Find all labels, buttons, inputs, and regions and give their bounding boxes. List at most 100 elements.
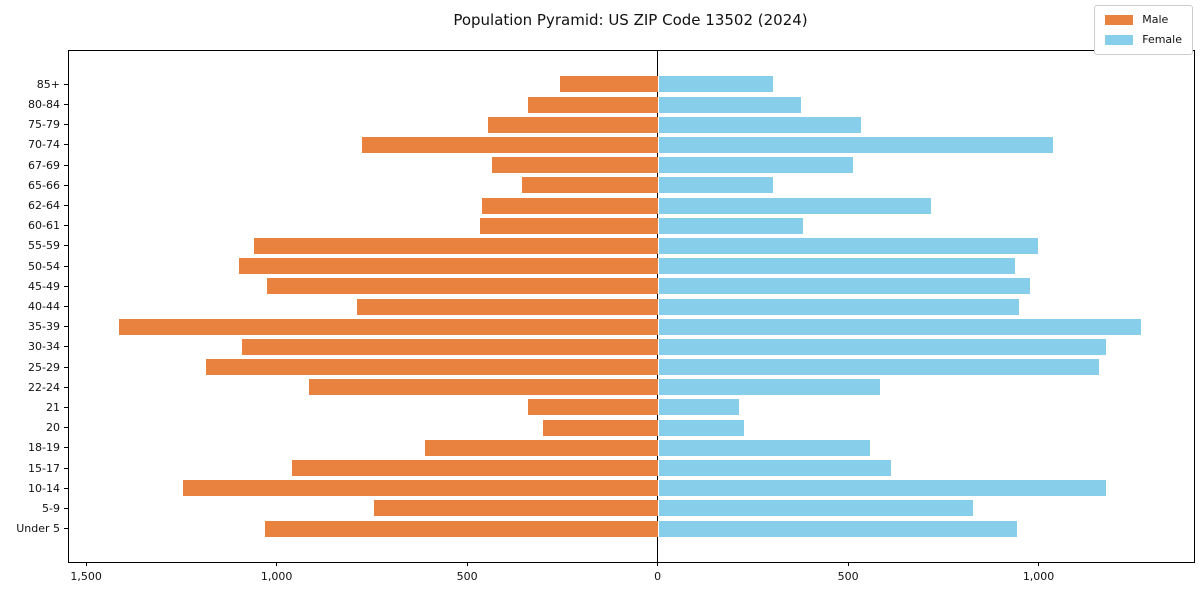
- plot-area: 85+ 80-84 75-79 70-74 67-69 65-66 62-64 60-61 55…: [16, 50, 1195, 583]
- male-bar: [480, 217, 658, 234]
- y-tick-mark: [64, 205, 68, 206]
- male-bar: [543, 419, 658, 436]
- x-tick-label: 1,000: [1022, 570, 1055, 583]
- y-tick-mark: [64, 164, 68, 166]
- female-bar: [658, 500, 973, 517]
- female-swatch-icon: [1105, 35, 1134, 45]
- female-bar: [658, 298, 1019, 315]
- male-bar: [528, 399, 658, 416]
- y-tick-mark: [64, 386, 68, 388]
- male-bar: [528, 96, 658, 113]
- male-swatch-icon: [1105, 15, 1134, 25]
- male-bar: [488, 116, 658, 133]
- male-bar: [238, 258, 658, 275]
- y-tick-mark: [64, 406, 68, 408]
- age-group-label: 21: [46, 400, 60, 414]
- female-bar: [658, 177, 773, 194]
- y-tick-mark: [64, 326, 68, 328]
- age-group-label: 25-29: [28, 360, 60, 374]
- legend-label-male: Male: [1142, 13, 1169, 26]
- age-group-label: 67-69: [28, 158, 60, 172]
- age-group-label: 65-66: [28, 178, 60, 192]
- age-group-label: 40-44: [28, 300, 60, 313]
- male-bar: [560, 76, 658, 93]
- male-bar: [291, 460, 658, 477]
- y-tick-mark: [64, 487, 68, 489]
- female-bar: [658, 318, 1141, 335]
- male-bar: [362, 136, 658, 153]
- age-group-label: 60-61: [28, 219, 60, 233]
- female-bar: [658, 136, 1053, 153]
- female-bar: [658, 460, 891, 477]
- y-tick-mark: [64, 285, 68, 287]
- chart-title: Population Pyramid: US ZIP Code 13502 (2…: [453, 11, 808, 29]
- legend-label-female: Female: [1142, 33, 1182, 46]
- male-bar: [309, 379, 658, 396]
- male-bar: [491, 157, 658, 174]
- female-bar: [658, 76, 773, 93]
- female-bar: [658, 237, 1038, 254]
- female-bar: [658, 258, 1015, 275]
- x-tick-mark: [85, 562, 87, 566]
- y-tick-mark: [64, 184, 68, 186]
- female-bar: [658, 278, 1031, 295]
- female-bar: [658, 96, 802, 113]
- y-tick-mark: [64, 265, 68, 267]
- zero-axis-line: [657, 51, 659, 562]
- age-group-label: 85+: [36, 77, 60, 91]
- x-tick-label: 0: [654, 570, 662, 583]
- age-group-label: 62-64: [28, 199, 60, 212]
- y-tick-mark: [64, 366, 68, 368]
- female-bar: [658, 419, 745, 436]
- male-bar: [373, 500, 658, 517]
- male-bar: [425, 439, 658, 456]
- male-bar: [206, 359, 658, 376]
- age-group-label: 10-14: [28, 481, 60, 495]
- y-tick-mark: [64, 427, 68, 429]
- age-group-label: 22-24: [28, 380, 60, 394]
- age-group-label: 18-19: [28, 441, 60, 455]
- y-tick-mark: [64, 144, 68, 146]
- y-tick-mark: [64, 83, 68, 85]
- male-bar: [118, 318, 658, 335]
- x-tick-label: 1,500: [70, 570, 102, 583]
- female-bar: [658, 480, 1107, 497]
- y-tick-mark: [64, 225, 68, 227]
- x-tick-label: 1,000: [260, 570, 293, 583]
- x-tick-mark: [276, 562, 278, 566]
- male-bar: [482, 197, 658, 214]
- female-bar: [658, 157, 853, 174]
- age-group-label: Under 5: [16, 522, 60, 536]
- male-bar: [265, 520, 658, 537]
- x-tick-mark: [1038, 562, 1040, 566]
- male-bar: [522, 177, 658, 194]
- legend: Male Female: [1094, 5, 1193, 55]
- age-group-label: 35-39: [28, 320, 60, 334]
- male-bar: [253, 237, 658, 254]
- age-group-label: 50-54: [28, 259, 60, 273]
- y-tick-mark: [64, 245, 68, 247]
- age-group-label: 45-49: [28, 279, 60, 293]
- y-tick-mark: [64, 346, 68, 348]
- male-bar: [242, 338, 658, 355]
- female-bar: [658, 197, 931, 214]
- female-bar: [658, 520, 1017, 537]
- age-group-label: 70-74: [28, 138, 60, 152]
- female-bar: [658, 338, 1107, 355]
- male-bar: [183, 480, 658, 497]
- x-tick-label: 500: [456, 570, 478, 583]
- y-tick-mark: [64, 528, 68, 530]
- x-tick-mark: [847, 562, 849, 566]
- age-group-label: 55-59: [28, 239, 60, 253]
- y-tick-mark: [64, 124, 68, 126]
- female-bar: [658, 439, 871, 456]
- legend-entry-male: Male: [1105, 14, 1182, 26]
- x-tick-label: 500: [837, 570, 859, 583]
- y-tick-mark: [64, 447, 68, 449]
- age-group-label: 80-84: [28, 98, 60, 112]
- legend-entry-female: Female: [1105, 34, 1182, 46]
- age-group-label: 30-34: [28, 340, 60, 354]
- male-bar: [267, 278, 658, 295]
- female-bar: [658, 399, 739, 416]
- age-group-label: 75-79: [28, 118, 60, 132]
